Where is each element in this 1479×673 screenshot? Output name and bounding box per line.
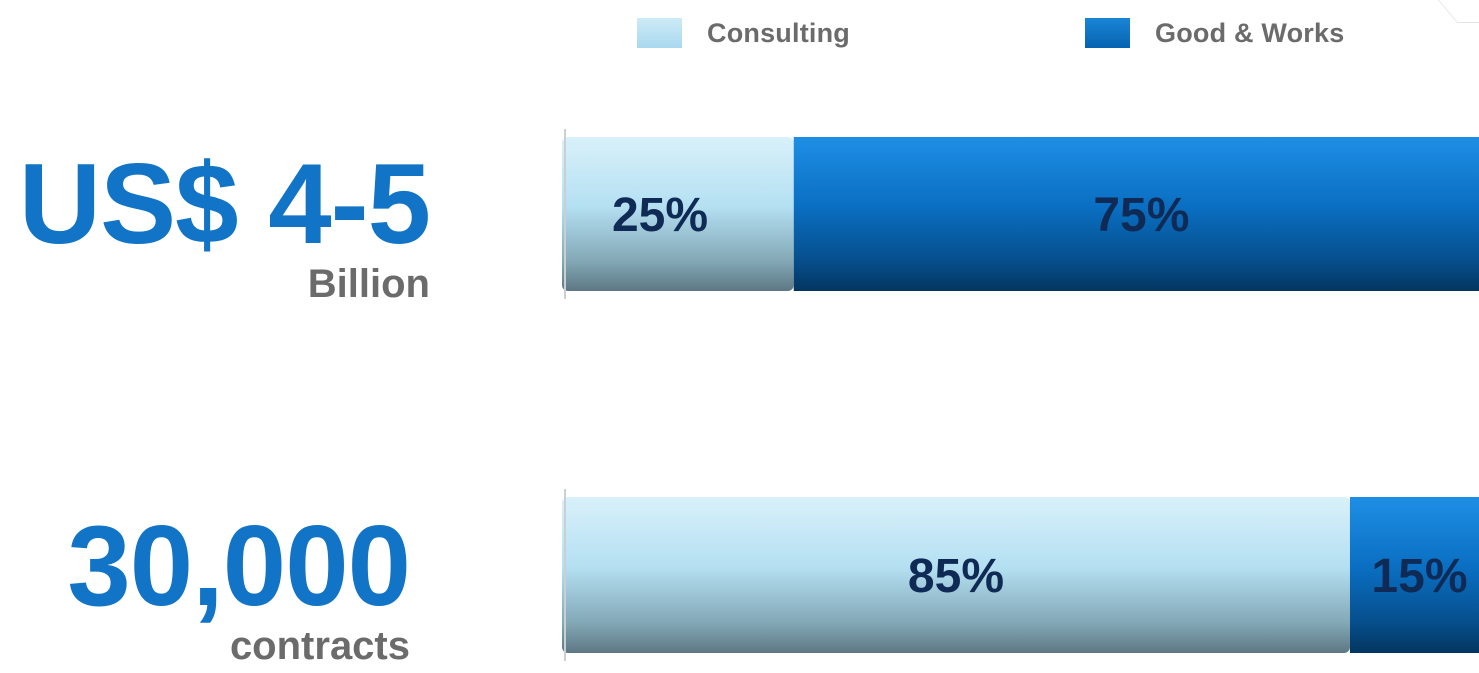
bar-segment-consulting-1	[562, 137, 794, 291]
legend-consulting: Consulting	[637, 18, 850, 48]
metric-value-amount: US$ 4-5 Billion	[0, 141, 431, 306]
bar-segment-consulting-2	[562, 497, 1350, 653]
legend-consulting-swatch	[637, 18, 682, 48]
bar-label-consulting-1: 25%	[612, 189, 708, 242]
metric-amount-value: US$ 4-5	[18, 141, 431, 268]
legend-consulting-label: Consulting	[707, 17, 850, 48]
bar-segment-goods-works-1	[793, 137, 1479, 291]
bar-label-goods-works-1: 75%	[1093, 189, 1189, 242]
metric-contracts: 30,000 contracts	[0, 503, 411, 668]
bar-segment-goods-works-2	[1349, 497, 1479, 653]
metric-amount-unit: Billion	[307, 262, 430, 306]
legend-goods-works-label: Good & Works	[1155, 17, 1345, 48]
bar-label-goods-works-2: 15%	[1371, 550, 1467, 603]
metric-contracts-unit: contracts	[229, 624, 410, 668]
bar-label-consulting-2: 85%	[908, 550, 1004, 603]
legend-goods-works-swatch	[1085, 18, 1130, 48]
legend-goods-works: Good & Works	[1085, 18, 1344, 48]
metric-contracts-value: 30,000	[67, 503, 411, 630]
